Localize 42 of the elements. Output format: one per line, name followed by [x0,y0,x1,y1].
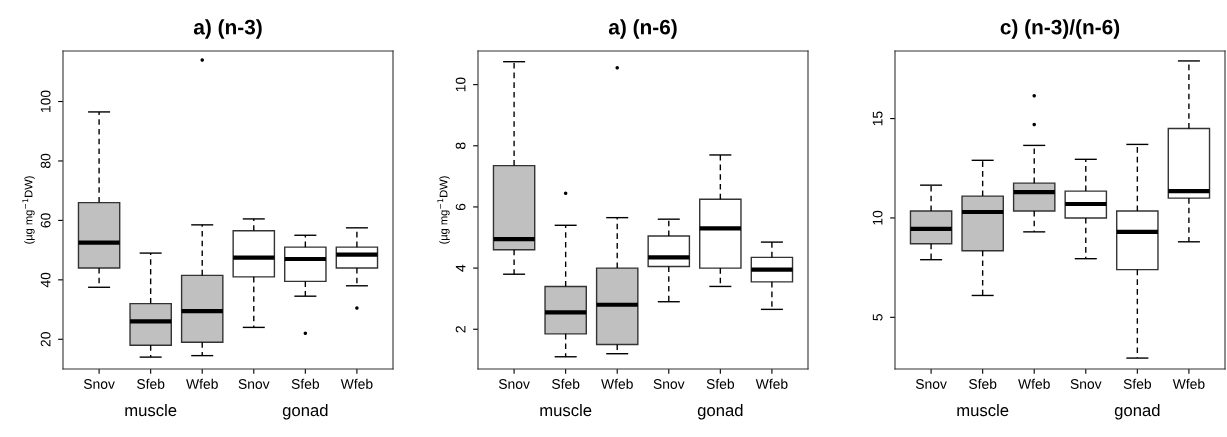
text: gonad [1114,403,1160,420]
x-tick-label: Wfeb [1018,378,1050,389]
x-tick-label: Snov [1070,379,1102,389]
y-tick-label: 15 [872,111,883,126]
y-tick-label: 100 [40,90,51,113]
y-tick-label: 5 [872,314,883,321]
x-tick-label: Sfeb [969,378,997,389]
chart-title: a) (n-3) [193,19,262,39]
x-tick-label: Sfeb [291,378,320,389]
text: muscle [540,403,592,417]
x-tick-label: Wfeb [186,378,218,389]
text: gonad [282,403,328,420]
x-tick-label: Sfeb [137,378,165,389]
x-tick-label: Snov [653,379,685,389]
y-tick-label: 6 [455,203,466,211]
x-tick-label: Sfeb [1123,378,1152,389]
x-tick-label: Sfeb [706,378,735,389]
y-tick-label: 8 [455,142,466,150]
y-axis-title: (µg mg$^{−1}$DW) [22,176,35,244]
x-tick-label: Snov [915,379,947,389]
y-axis-title: (µg mg$^{−1}$DW) [437,176,450,244]
y-tick-label: 10 [872,210,883,225]
x-tick-label: Snov [83,379,115,389]
x-tick-label: Wfeb [1172,378,1205,389]
y-tick-label: 10 [455,77,466,92]
chart-title: a) (n-6) [608,19,677,39]
x-tick-label: Wfeb [340,378,373,389]
x-tick-label: Sfeb [552,378,580,389]
y-tick-label: 60 [40,213,51,228]
text: gonad [697,403,743,420]
x-tick-label: Snov [498,379,530,389]
x-tick-label: Wfeb [755,378,788,389]
y-tick-label: 80 [40,153,51,169]
text: muscle [125,403,177,417]
y-tick-label: 20 [40,332,51,347]
chart-title: c) (n-3)/(n-6) [1000,19,1120,39]
y-tick-label: 40 [40,272,51,288]
x-tick-label: Snov [238,379,270,389]
x-tick-label: Wfeb [601,378,633,389]
y-tick-label: 2 [455,326,466,333]
y-tick-label: 4 [455,264,466,272]
text: muscle [957,403,1009,417]
